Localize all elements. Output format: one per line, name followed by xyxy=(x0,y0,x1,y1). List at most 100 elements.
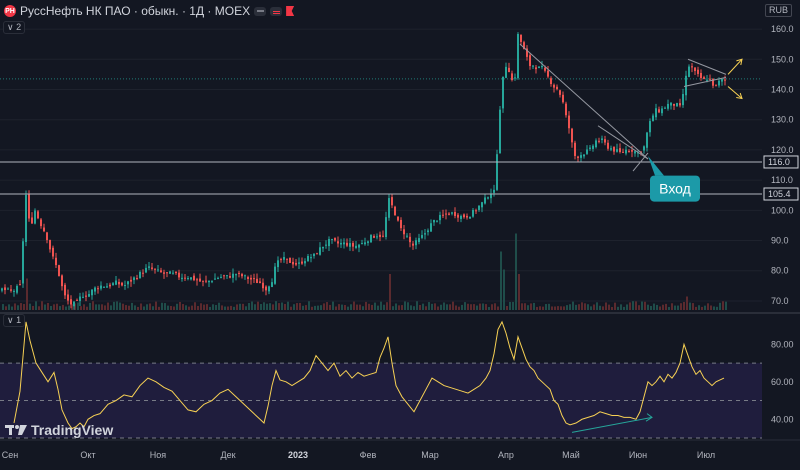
volume-bar xyxy=(605,302,607,310)
candle-body xyxy=(454,211,456,216)
candle-body xyxy=(670,102,672,106)
volume-bar xyxy=(449,304,451,310)
volume-bar xyxy=(428,302,430,310)
candle-body xyxy=(379,234,381,237)
candle-body xyxy=(637,152,639,154)
volume-bar xyxy=(671,303,673,310)
price-axis-tick: 130.0 xyxy=(771,115,794,125)
candle-body xyxy=(100,285,102,289)
candle-body xyxy=(334,238,336,241)
volume-bar xyxy=(80,306,82,310)
candle-body xyxy=(649,121,651,133)
candle-body xyxy=(292,261,294,265)
currency-selector[interactable]: RUB xyxy=(764,4,792,17)
price-axis-tick: 70.0 xyxy=(771,296,789,306)
candle-body xyxy=(328,239,330,247)
candle-body xyxy=(499,109,501,154)
candle-body xyxy=(10,289,12,291)
volume-bar xyxy=(320,305,322,310)
candle-body xyxy=(223,275,225,277)
volume-bar xyxy=(218,302,220,310)
volume-bar xyxy=(149,303,151,310)
flag-icon[interactable] xyxy=(286,6,295,16)
candle-body xyxy=(253,278,255,280)
candle-body xyxy=(136,277,138,279)
candle-body xyxy=(172,272,174,274)
price-label-box xyxy=(763,155,799,169)
volume-bar xyxy=(230,305,232,310)
volume-bar xyxy=(380,301,382,310)
candle-body xyxy=(190,277,192,280)
candle-body xyxy=(532,65,534,67)
symbol-title[interactable]: РуссНефть НК ПАО · обыкн. · 1Д · MOEX xyxy=(20,4,251,18)
tradingview-watermark: TradingView xyxy=(5,422,113,438)
volume-bar xyxy=(629,302,631,310)
candle-body xyxy=(496,154,498,190)
candle-body xyxy=(472,210,474,217)
volume-bar xyxy=(488,306,490,310)
volume-bar xyxy=(62,304,64,310)
wedge-upper-line xyxy=(597,125,649,160)
volume-bar xyxy=(164,303,166,310)
visibility-toggle-icon[interactable] xyxy=(254,6,267,16)
candle-body xyxy=(529,55,531,66)
candle-body xyxy=(604,139,606,143)
pane-main-collapse-toggle[interactable]: ∨ 2 xyxy=(3,21,26,34)
candle-body xyxy=(568,115,570,129)
volume-bar xyxy=(272,304,274,310)
triangle-upper-line xyxy=(687,58,727,75)
volume-bar xyxy=(500,251,502,310)
volume-bar xyxy=(638,305,640,310)
volume-bar xyxy=(194,302,196,310)
candle-body xyxy=(244,275,246,277)
candle-body xyxy=(607,142,609,149)
pane-rsi-collapse-toggle[interactable]: ∨ 1 xyxy=(3,314,26,327)
volume-bar xyxy=(26,278,28,310)
candle-body xyxy=(118,281,120,285)
candle-body xyxy=(238,272,240,274)
candle-body xyxy=(628,150,630,152)
candle-body xyxy=(79,296,81,301)
volume-bar xyxy=(260,304,262,310)
candle-body xyxy=(538,66,540,69)
volume-bar xyxy=(314,305,316,310)
volume-bar xyxy=(464,302,466,310)
volume-bar xyxy=(254,304,256,310)
candle-body xyxy=(181,277,183,280)
volume-bar xyxy=(296,303,298,310)
candle-body xyxy=(505,66,507,78)
candle-body xyxy=(634,151,636,154)
volume-bar xyxy=(683,301,685,310)
candle-body xyxy=(388,198,390,218)
candle-body xyxy=(706,79,708,81)
volume-bar xyxy=(545,304,547,310)
volume-bar xyxy=(44,304,46,310)
volume-bar xyxy=(647,304,649,310)
candle-body xyxy=(724,79,726,81)
candle-body xyxy=(460,215,462,219)
candle-body xyxy=(574,142,576,156)
volume-bar xyxy=(653,303,655,310)
candle-body xyxy=(28,194,30,219)
volume-bar xyxy=(56,303,58,310)
volume-bar xyxy=(425,306,427,310)
candle-body xyxy=(322,246,324,249)
company-logo-icon: РН xyxy=(4,5,16,17)
entry-callout-label: Вход xyxy=(659,181,691,197)
price-level-label: 105.4 xyxy=(768,189,791,199)
volume-bar xyxy=(188,306,190,310)
candle-body xyxy=(601,138,603,141)
volume-bar xyxy=(389,274,391,310)
candle-body xyxy=(16,285,18,293)
time-axis-label: Мар xyxy=(421,450,439,460)
candle-body xyxy=(562,94,564,103)
candle-body xyxy=(580,155,582,158)
candle-body xyxy=(619,148,621,152)
candle-body xyxy=(130,279,132,282)
lines-settings-icon[interactable] xyxy=(270,6,283,16)
candle-body xyxy=(196,279,198,281)
candle-body xyxy=(484,197,486,204)
candle-body xyxy=(583,154,585,157)
volume-bar xyxy=(131,302,133,310)
